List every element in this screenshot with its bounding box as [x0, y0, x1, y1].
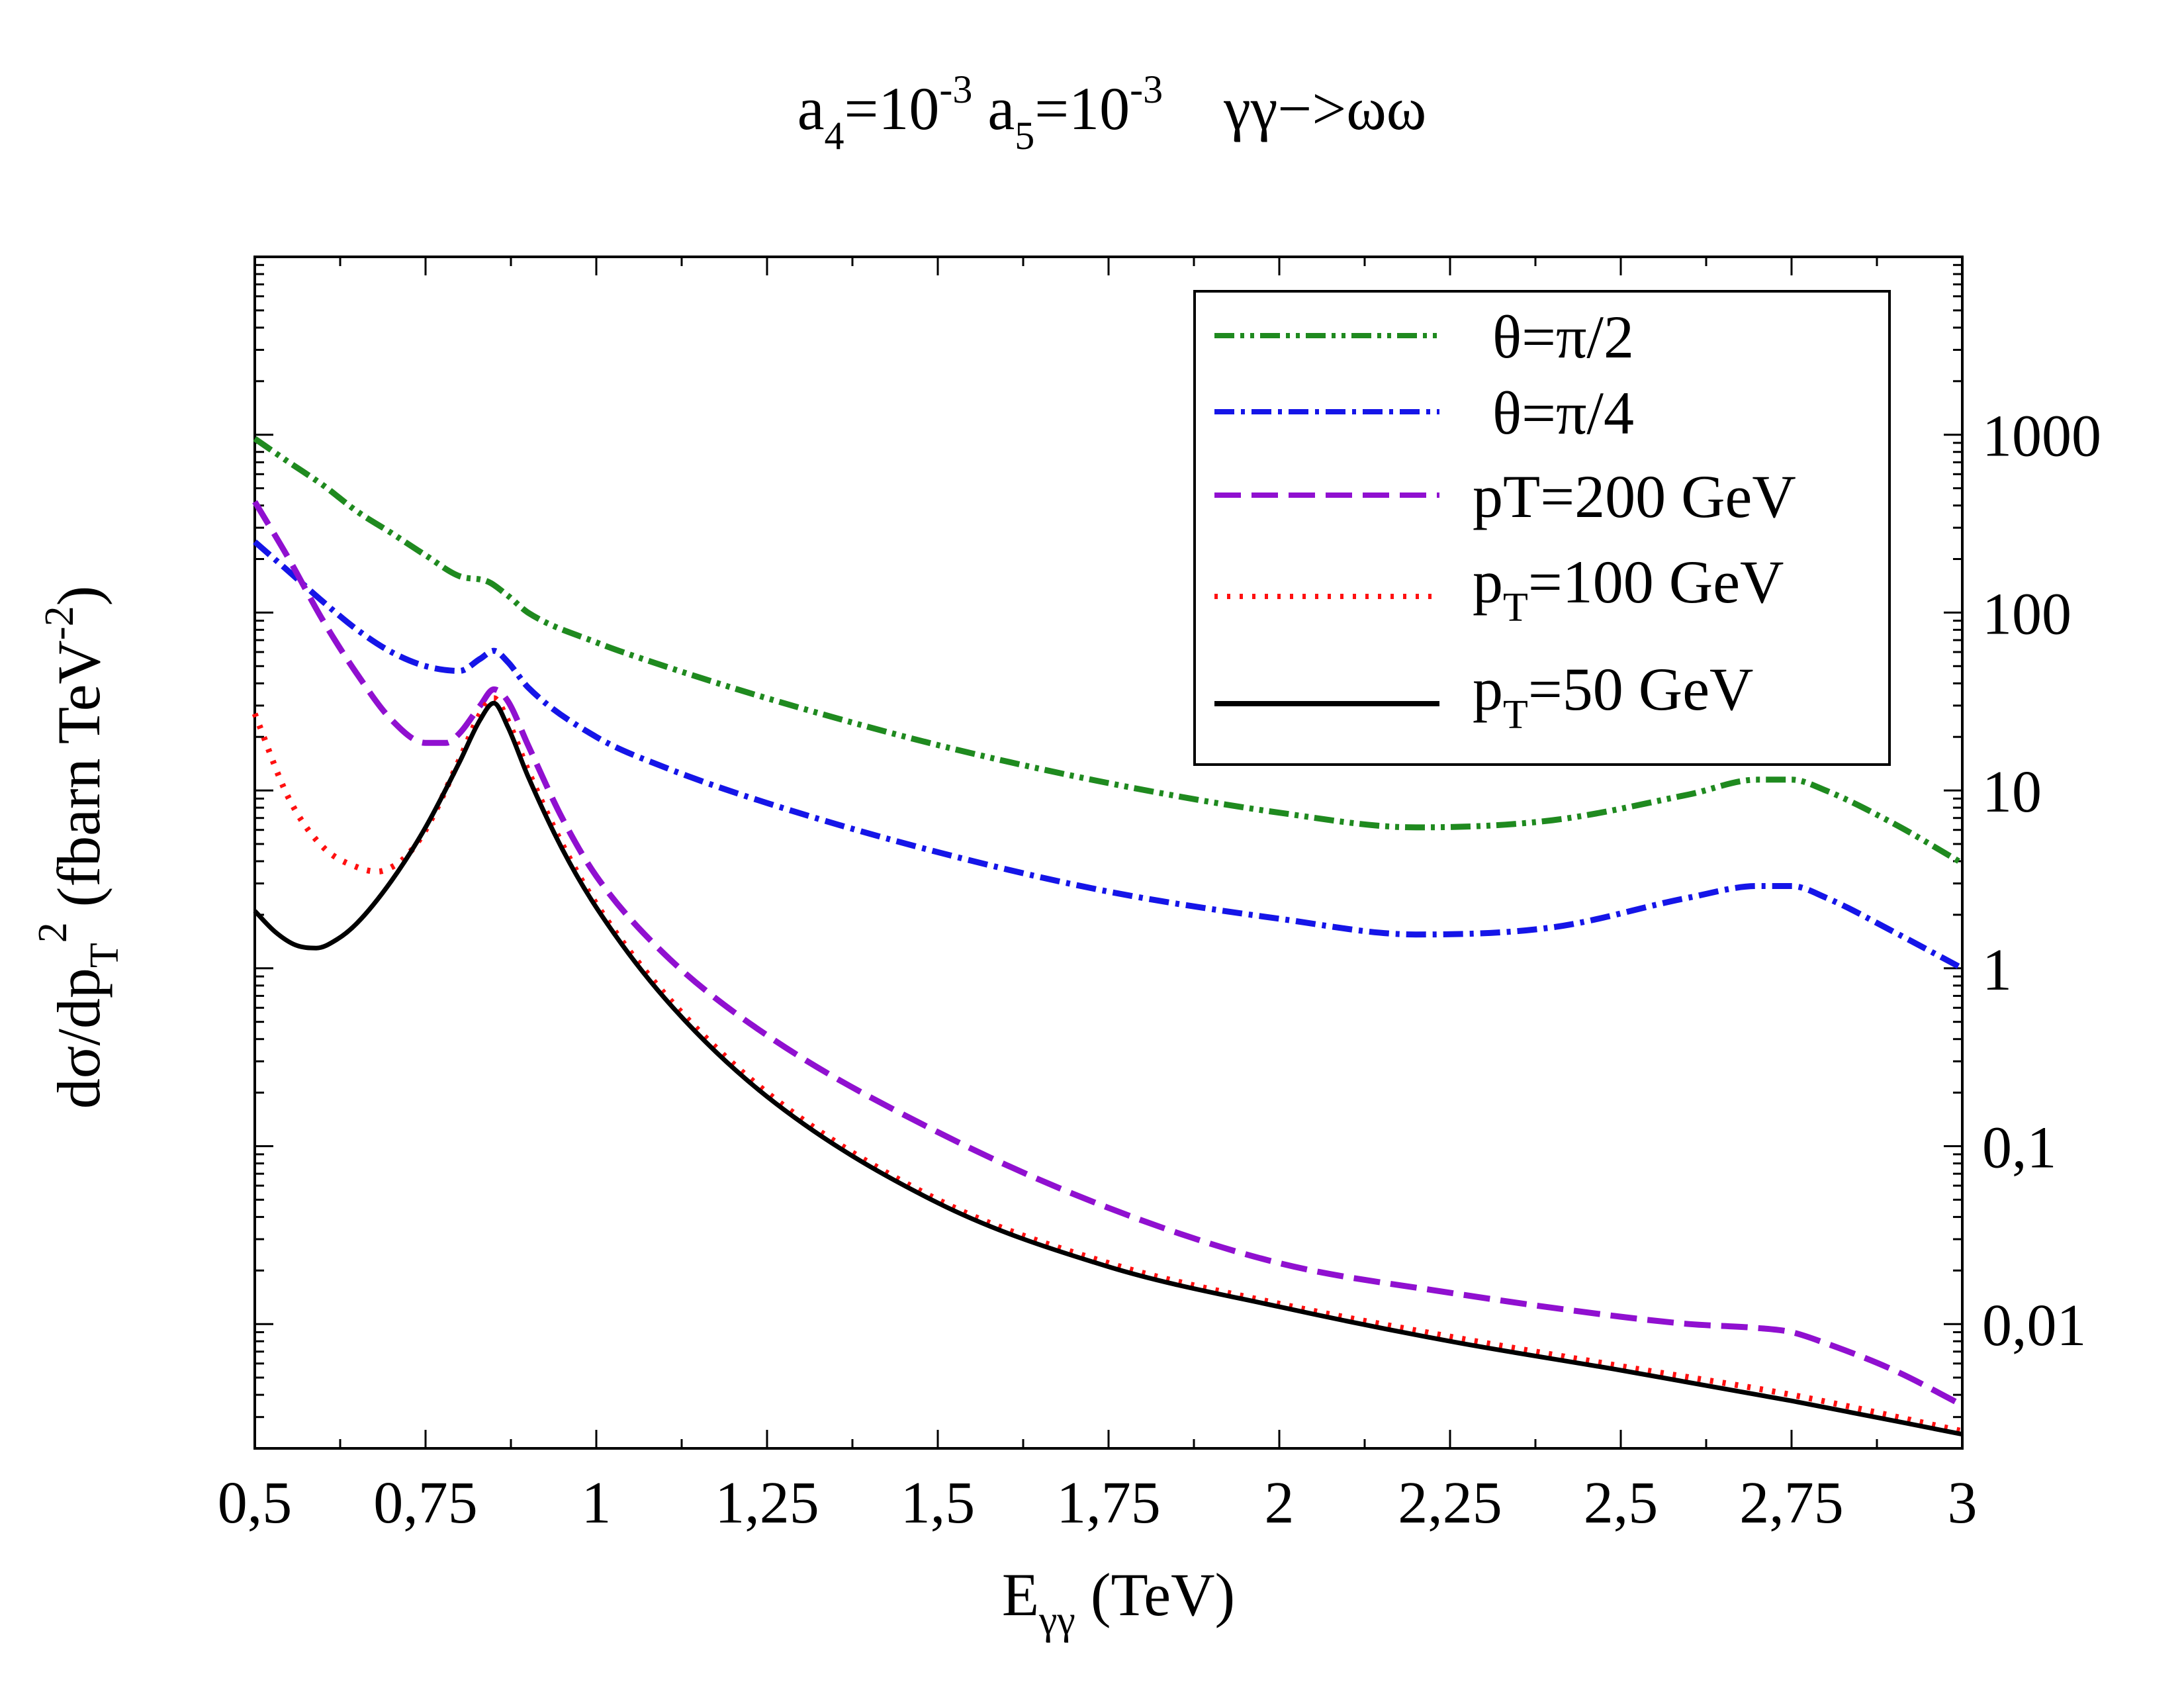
y-tick-label: 0,01: [1982, 1293, 2087, 1358]
series-line-pt200: [252, 500, 1964, 1408]
x-tick-label: 3: [1948, 1470, 1978, 1536]
legend-label-pt200: pT=200 GeV: [1473, 463, 1796, 530]
x-tick-label: 2: [1265, 1470, 1295, 1536]
y-tick-labels: 1000 100 10 1 0,1 0,01: [1982, 404, 2101, 1358]
y-tick-label: 10: [1982, 759, 2042, 825]
chart-title: a4=10-3 a5=10-3 γγ−>ωω: [797, 68, 1427, 158]
y-tick-label: 100: [1982, 581, 2071, 647]
legend-label-theta-pi2: θ=π/2: [1492, 303, 1634, 371]
x-tick-label: 0,75: [373, 1470, 478, 1536]
x-tick-label: 2,75: [1739, 1470, 1844, 1536]
y-tick-label: 1: [1982, 937, 2012, 1003]
series-line-pt100: [251, 695, 1963, 1434]
x-tick-labels: 0,5 0,75 1 1,25 1,5 1,75 2 2,25 2,5 2,75 3: [218, 1470, 1978, 1536]
series-layer: [251, 436, 1964, 1437]
legend-label-theta-pi4: θ=π/4: [1492, 379, 1634, 447]
legend-label-pt100: pT=100 GeV: [1473, 548, 1784, 630]
y-axis-label: dσ/dpT2 (fbarn TeV-2): [30, 586, 127, 1109]
x-tick-label: 2,25: [1398, 1470, 1502, 1536]
series-line-theta_pi2: [253, 436, 1964, 866]
x-tick-label: 0,5: [218, 1470, 293, 1536]
x-tick-label: 2,5: [1584, 1470, 1659, 1536]
series-line-theta_pi4: [253, 539, 1964, 971]
legend-label-pt50: pT=50 GeV: [1473, 655, 1753, 737]
x-tick-label: 1,75: [1056, 1470, 1161, 1536]
legend-box: [1193, 290, 1891, 766]
y-tick-label: 1000: [1982, 404, 2101, 469]
y-tick-label: 0,1: [1982, 1115, 2057, 1180]
x-tick-label: 1: [582, 1470, 612, 1536]
legend: θ=π/2 θ=π/4 pT=200 GeV pT=100 GeV pT=50 …: [1193, 290, 1891, 766]
x-tick-label: 1,5: [901, 1470, 976, 1536]
x-axis-label: Eγγ (TeV): [1002, 1561, 1235, 1643]
series-line-pt50: [253, 700, 1963, 1437]
x-tick-label: 1,25: [715, 1470, 819, 1536]
